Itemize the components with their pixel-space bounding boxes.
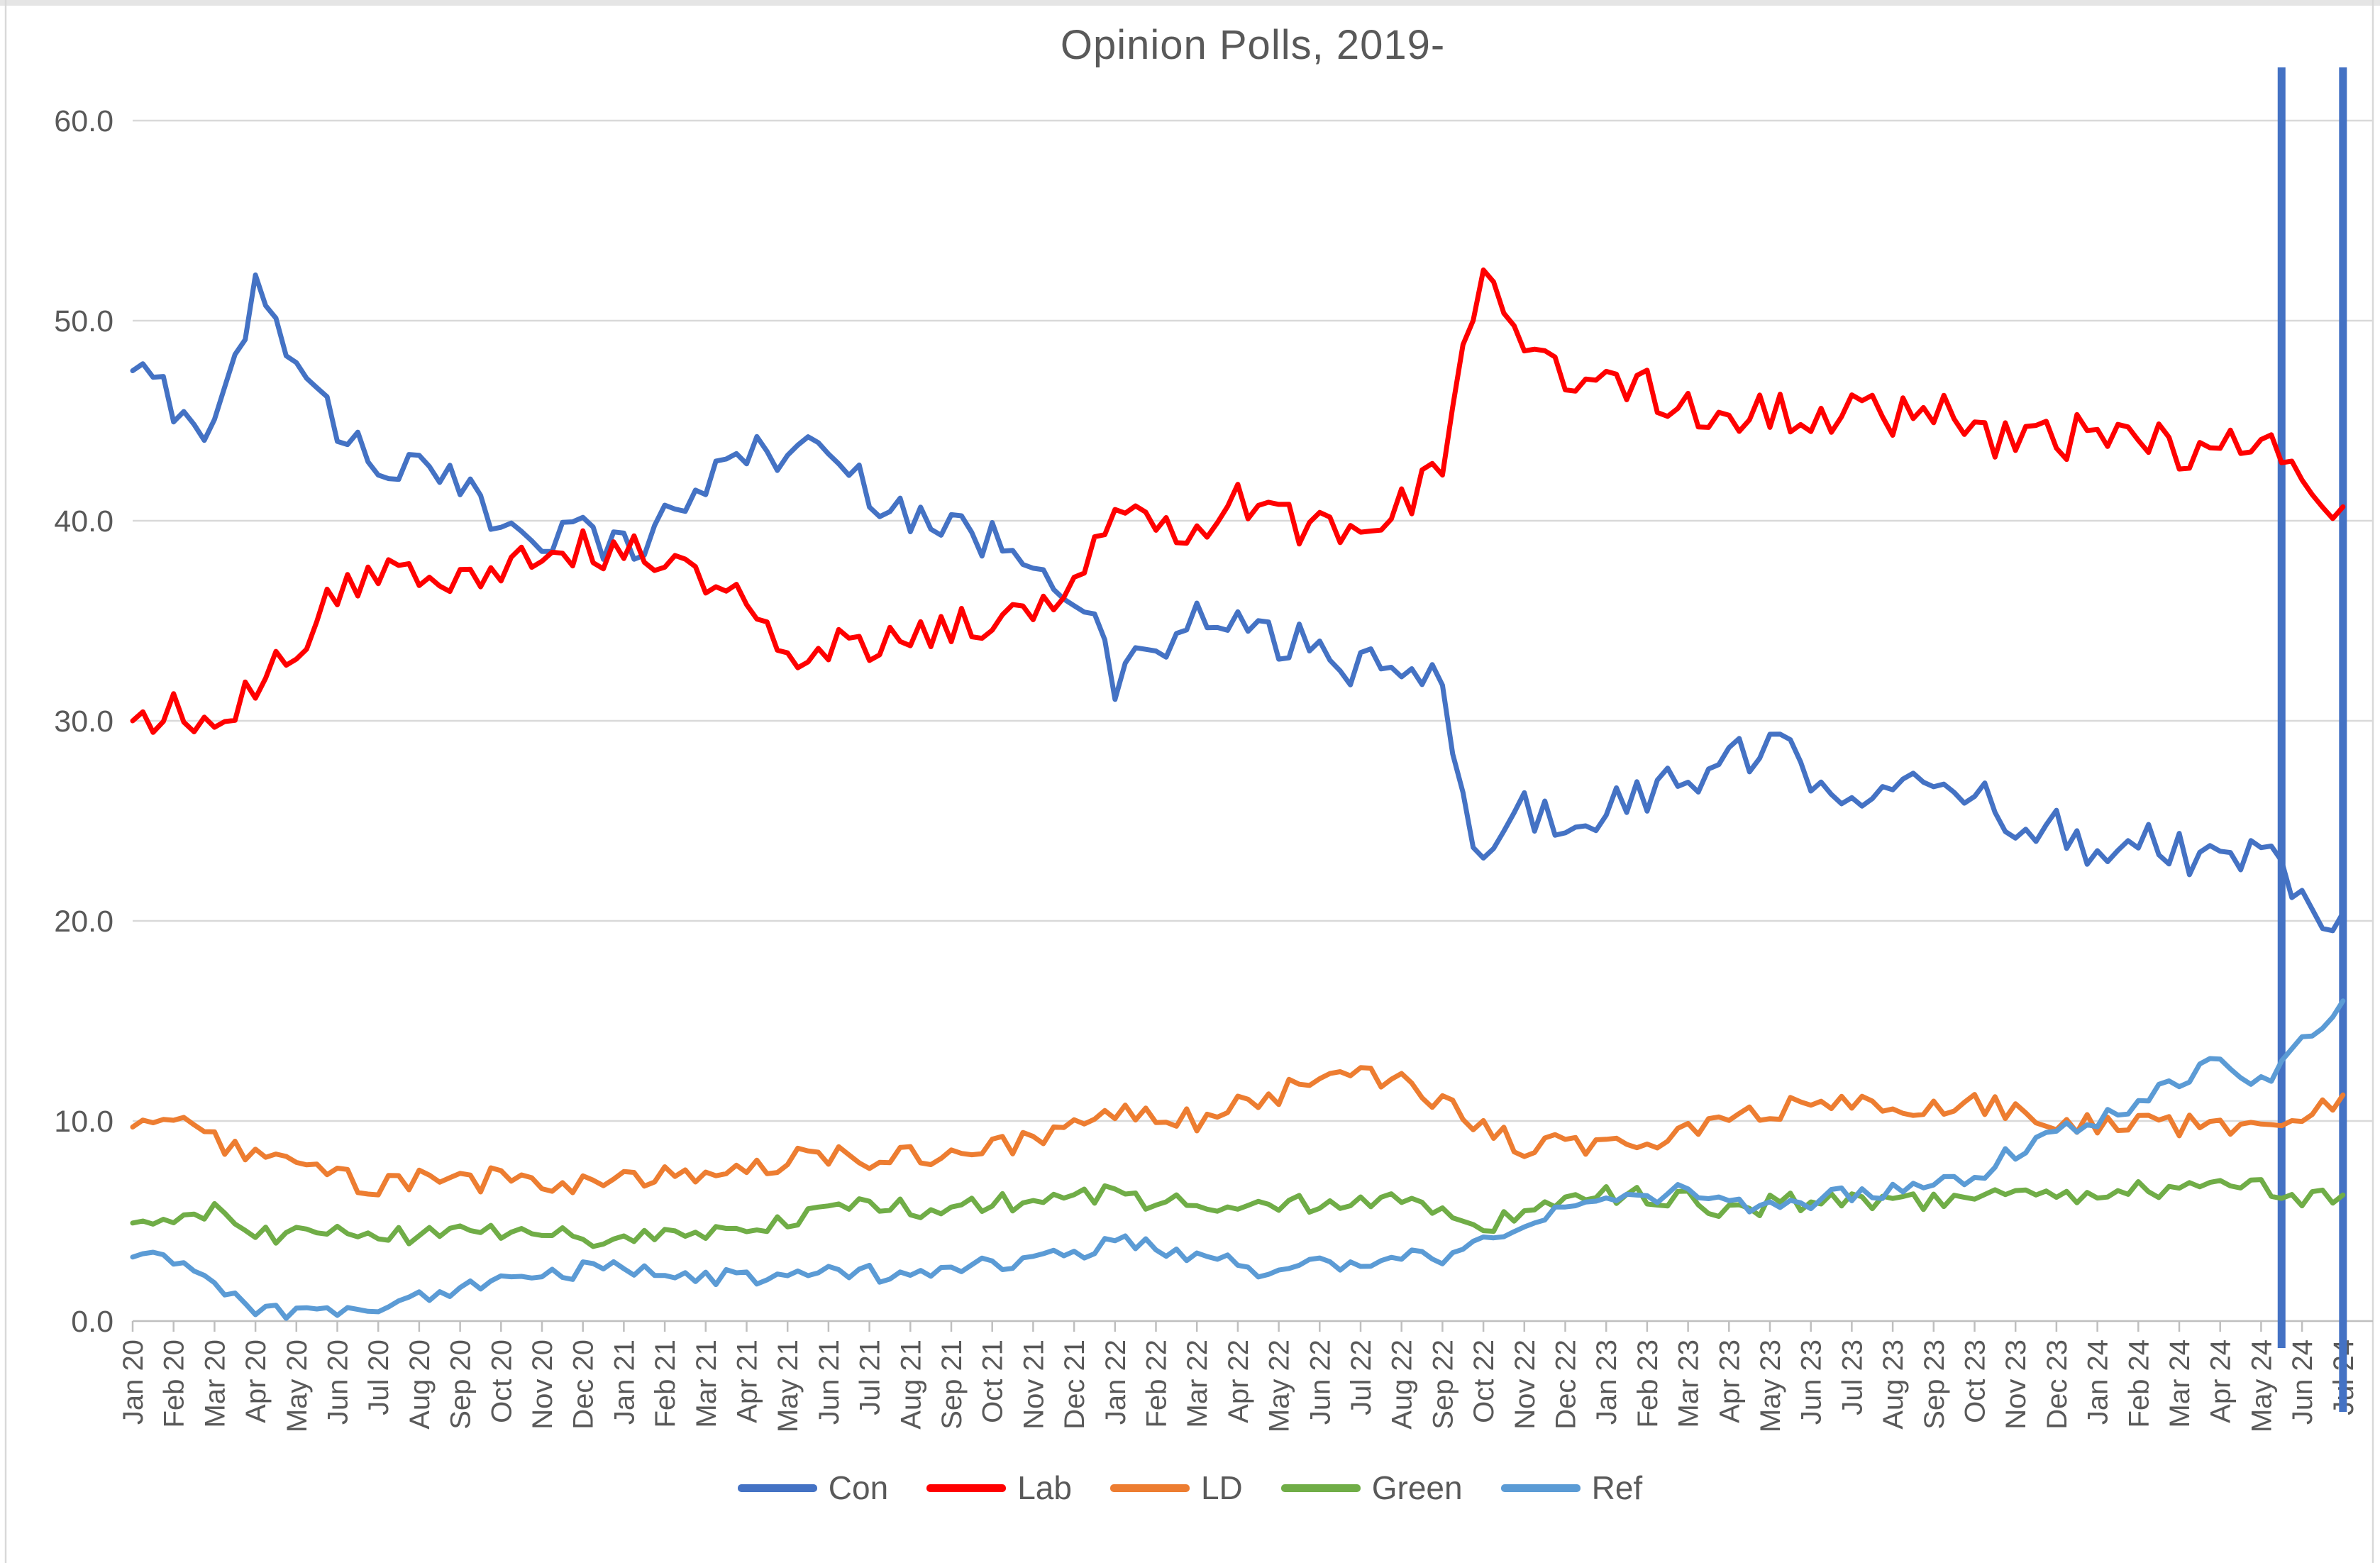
x-axis-tick-label: Jun 24 bbox=[2287, 1340, 2318, 1425]
x-axis-tick-label: Aug 21 bbox=[895, 1340, 926, 1430]
x-axis-tick-label: Jan 23 bbox=[1591, 1340, 1622, 1425]
x-axis-tick-label: Feb 20 bbox=[159, 1340, 190, 1428]
x-axis-tick-label: Sep 22 bbox=[1427, 1340, 1459, 1430]
x-axis-tick-label: Jul 21 bbox=[855, 1340, 886, 1415]
y-axis-tick-label: 60.0 bbox=[54, 104, 114, 138]
x-axis-tick-label: Dec 21 bbox=[1059, 1340, 1090, 1430]
x-axis-tick-label: Dec 20 bbox=[568, 1340, 599, 1430]
x-axis-tick-label: May 20 bbox=[282, 1340, 313, 1432]
legend-item-ld: LD bbox=[1109, 1469, 1243, 1507]
x-axis-tick-label: Apr 22 bbox=[1223, 1340, 1254, 1423]
legend-item-lab: Lab bbox=[926, 1469, 1072, 1507]
x-axis-tick-label: Feb 24 bbox=[2123, 1340, 2154, 1428]
x-axis-tick-label: Oct 22 bbox=[1468, 1340, 1500, 1423]
x-axis-tick-label: Aug 23 bbox=[1878, 1340, 1909, 1430]
y-axis-tick-label: 20.0 bbox=[54, 905, 114, 939]
legend-swatch-ld bbox=[1109, 1484, 1190, 1492]
x-axis-tick-label: Jan 24 bbox=[2083, 1340, 2114, 1425]
series-line-green bbox=[130, 1177, 2346, 1249]
x-axis-tick-label: Mar 23 bbox=[1673, 1340, 1705, 1428]
x-axis-tick-label: Nov 23 bbox=[2000, 1340, 2032, 1430]
x-axis-tick-label: Sep 23 bbox=[1919, 1340, 1950, 1430]
y-axis-tick-label: 0.0 bbox=[71, 1305, 114, 1339]
x-axis-tick-label: May 21 bbox=[773, 1340, 804, 1432]
legend-item-con: Con bbox=[737, 1469, 889, 1507]
series-line-con bbox=[130, 272, 2346, 934]
x-axis-tick-label: Jun 21 bbox=[814, 1340, 845, 1425]
x-axis-tick-label: Nov 20 bbox=[527, 1340, 558, 1430]
x-axis-tick-label: Dec 23 bbox=[2042, 1340, 2073, 1430]
legend-swatch-ref bbox=[1500, 1484, 1581, 1492]
series-line-ld bbox=[130, 1065, 2346, 1198]
y-axis-tick-label: 30.0 bbox=[54, 705, 114, 739]
x-axis-tick-label: Jun 23 bbox=[1796, 1340, 1827, 1425]
x-axis-tick-label: Oct 20 bbox=[486, 1340, 517, 1423]
x-axis-tick-label: Mar 24 bbox=[2164, 1340, 2196, 1428]
y-axis-tick-label: 50.0 bbox=[54, 304, 114, 338]
x-axis-tick-label: Jul 22 bbox=[1346, 1340, 1377, 1415]
x-axis-tick-label: May 23 bbox=[1755, 1340, 1786, 1432]
legend-label-green: Green bbox=[1371, 1469, 1463, 1506]
x-axis-tick-label: Feb 22 bbox=[1141, 1340, 1173, 1428]
x-axis-tick-label: Apr 23 bbox=[1714, 1340, 1745, 1423]
x-axis-tick-label: Jul 20 bbox=[363, 1340, 394, 1415]
x-axis-tick-label: Jan 22 bbox=[1100, 1340, 1131, 1425]
chart-title: Opinion Polls, 2019- bbox=[1060, 22, 1446, 68]
x-axis-tick-label: Oct 23 bbox=[1960, 1340, 1991, 1423]
y-axis-tick-label: 10.0 bbox=[54, 1105, 114, 1139]
legend-swatch-green bbox=[1280, 1484, 1361, 1492]
x-axis-tick-label: Mar 22 bbox=[1182, 1340, 1213, 1428]
x-axis-tick-label: Apr 24 bbox=[2205, 1340, 2237, 1423]
x-axis-tick-label: Jul 23 bbox=[1837, 1340, 1868, 1415]
x-axis-tick-label: Nov 22 bbox=[1510, 1340, 1541, 1430]
legend: Con Lab LD Green Ref bbox=[0, 1469, 2380, 1507]
series-line-ref bbox=[130, 998, 2346, 1321]
legend-label-con: Con bbox=[828, 1469, 889, 1506]
x-axis-tick-label: Sep 21 bbox=[936, 1340, 968, 1430]
x-axis-tick-label: Mar 21 bbox=[691, 1340, 722, 1428]
legend-swatch-lab bbox=[926, 1484, 1007, 1492]
x-axis-tick-label: Apr 21 bbox=[732, 1340, 763, 1423]
x-axis-tick-label: Dec 22 bbox=[1551, 1340, 1582, 1430]
legend-item-green: Green bbox=[1280, 1469, 1463, 1507]
x-axis-tick-label: Oct 21 bbox=[978, 1340, 1009, 1423]
x-axis-tick-label: Sep 20 bbox=[445, 1340, 477, 1430]
x-axis-tick-label: Nov 21 bbox=[1018, 1340, 1049, 1430]
y-axis-tick-label: 40.0 bbox=[54, 504, 114, 539]
x-axis-tick-label: May 22 bbox=[1264, 1340, 1295, 1432]
legend-label-ld: LD bbox=[1200, 1469, 1243, 1506]
legend-label-ref: Ref bbox=[1591, 1469, 1643, 1506]
x-axis-tick-label: Aug 20 bbox=[404, 1340, 436, 1430]
x-axis-tick-label: Jun 22 bbox=[1305, 1340, 1336, 1425]
x-axis-tick-label: Apr 20 bbox=[240, 1340, 272, 1423]
x-axis-tick-label: Jan 20 bbox=[118, 1340, 149, 1425]
x-axis-tick-label: Jan 21 bbox=[609, 1340, 640, 1425]
window-top-edge bbox=[0, 0, 2380, 6]
x-axis-tick-label: May 24 bbox=[2246, 1340, 2277, 1432]
legend-label-lab: Lab bbox=[1017, 1469, 1072, 1506]
x-axis-tick-label: Feb 21 bbox=[650, 1340, 681, 1428]
legend-swatch-con bbox=[737, 1484, 817, 1492]
x-axis-tick-label: Aug 22 bbox=[1387, 1340, 1418, 1430]
series-line-lab bbox=[130, 267, 2346, 735]
x-axis-tick-label: Mar 20 bbox=[199, 1340, 231, 1428]
x-axis-tick-label: Feb 23 bbox=[1632, 1340, 1664, 1428]
x-axis-tick-label: Jun 20 bbox=[323, 1340, 354, 1425]
legend-item-ref: Ref bbox=[1500, 1469, 1643, 1507]
